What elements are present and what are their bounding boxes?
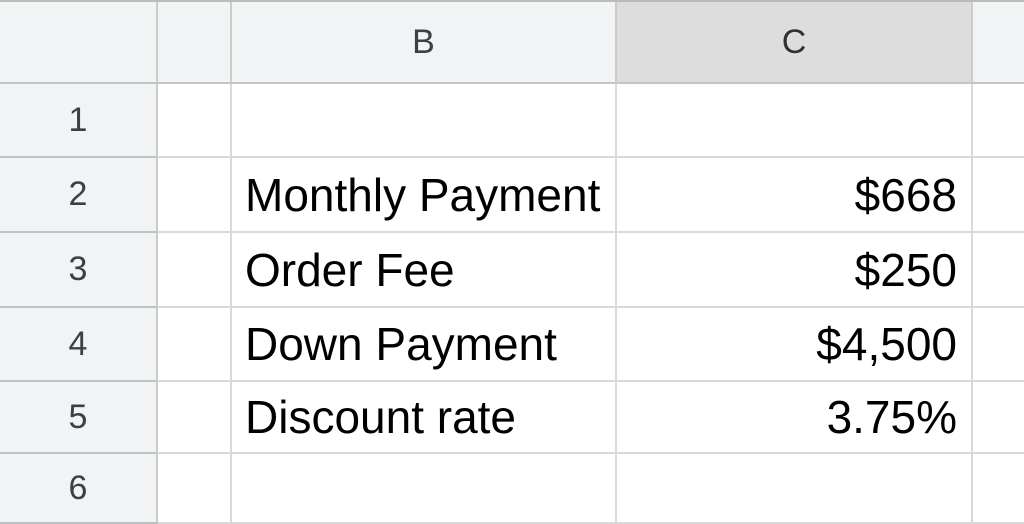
cell-c5[interactable]: 3.75% [617, 382, 973, 454]
cell-b1[interactable] [232, 84, 617, 158]
cell-b4-text: Down Payment [245, 318, 557, 370]
row-header-5-label: 5 [68, 397, 88, 436]
cell-a1[interactable] [158, 84, 232, 158]
row-header-4-label: 4 [68, 324, 88, 363]
row-header-4[interactable]: 4 [0, 308, 158, 382]
row-header-6[interactable]: 6 [0, 454, 158, 524]
cell-a3[interactable] [158, 233, 232, 308]
row-header-6-label: 6 [68, 468, 88, 507]
cell-b5[interactable]: Discount rate [232, 382, 617, 454]
cell-d1[interactable] [973, 84, 1024, 158]
row-header-3[interactable]: 3 [0, 233, 158, 308]
cell-c1[interactable] [617, 84, 973, 158]
row-header-1-label: 1 [68, 100, 88, 139]
col-header-c[interactable]: C [617, 2, 973, 84]
col-header-a[interactable] [158, 2, 232, 84]
row-header-1[interactable]: 1 [0, 84, 158, 158]
select-all-corner[interactable] [0, 2, 158, 84]
col-header-b[interactable]: B [232, 2, 617, 84]
cell-d6[interactable] [973, 454, 1024, 524]
cell-c4[interactable]: $4,500 [617, 308, 973, 382]
cell-a6[interactable] [158, 454, 232, 524]
cell-c3-text: $250 [854, 243, 957, 296]
cell-b3-text: Order Fee [245, 243, 455, 296]
row-header-2-label: 2 [68, 175, 88, 213]
cell-c2-text: $668 [854, 168, 957, 221]
cell-d4[interactable] [973, 308, 1024, 382]
cell-d5[interactable] [973, 382, 1024, 454]
cell-a2[interactable] [158, 158, 232, 233]
col-header-c-label: C [781, 22, 807, 61]
cell-b6[interactable] [232, 454, 617, 524]
cell-b3[interactable]: Order Fee [232, 233, 617, 308]
cell-c3[interactable]: $250 [617, 233, 973, 308]
cell-c6[interactable] [617, 454, 973, 524]
cell-a5[interactable] [158, 382, 232, 454]
cell-d3[interactable] [973, 233, 1024, 308]
cell-c2[interactable]: $668 [617, 158, 973, 233]
cell-c4-text: $4,500 [816, 318, 957, 370]
cell-b2-text: Monthly Payment [245, 168, 601, 221]
row-header-5[interactable]: 5 [0, 382, 158, 454]
cell-c5-text: 3.75% [826, 391, 957, 443]
row-header-2[interactable]: 2 [0, 158, 158, 233]
row-header-3-label: 3 [68, 250, 88, 288]
cell-d2[interactable] [973, 158, 1024, 233]
col-header-b-label: B [412, 22, 435, 61]
cell-b4[interactable]: Down Payment [232, 308, 617, 382]
cell-b5-text: Discount rate [245, 391, 517, 443]
cell-a4[interactable] [158, 308, 232, 382]
col-header-d[interactable] [973, 2, 1024, 84]
cell-b2[interactable]: Monthly Payment [232, 158, 617, 233]
